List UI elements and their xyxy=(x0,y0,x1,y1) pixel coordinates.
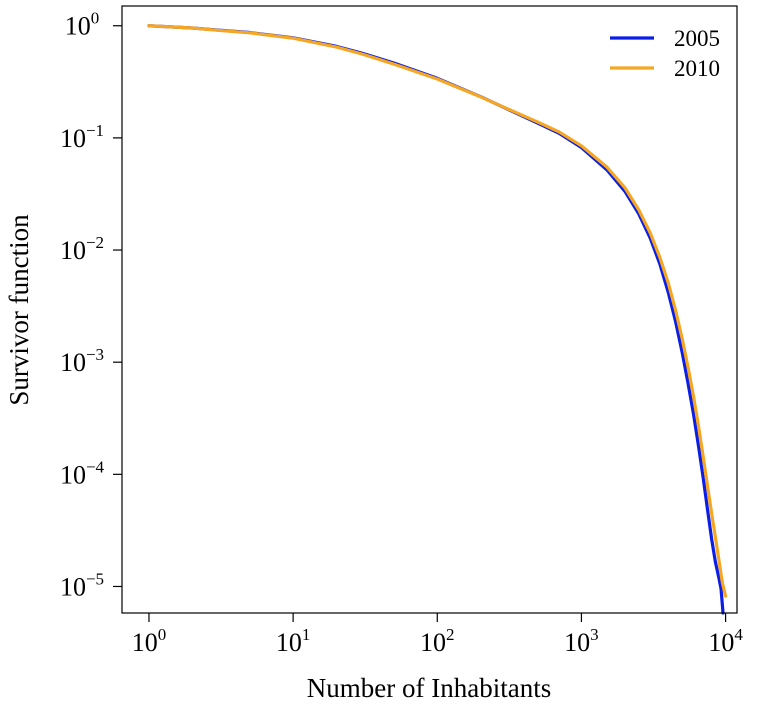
y-axis-label: Survivor function xyxy=(4,214,34,406)
y-tick-label: 100 xyxy=(65,9,100,41)
y-tick-label: 10−3 xyxy=(60,345,104,377)
series-layer xyxy=(147,24,728,615)
y-tick-label: 10−5 xyxy=(60,569,104,601)
y-axis: 100 10−1 10−2 10−3 10−4 10−5 xyxy=(60,9,122,601)
x-tick-label: 101 xyxy=(276,625,311,657)
legend-label-2010: 2010 xyxy=(674,56,720,81)
legend: 2005 2010 xyxy=(610,26,720,81)
x-tick-label: 104 xyxy=(708,625,743,657)
x-tick-label: 102 xyxy=(420,625,455,657)
y-tick-label: 10−2 xyxy=(60,233,104,265)
series-line-2010 xyxy=(147,24,728,598)
y-tick-label: 10−1 xyxy=(60,121,104,153)
legend-label-2005: 2005 xyxy=(674,26,720,51)
x-axis-label: Number of Inhabitants xyxy=(307,673,551,703)
plot-frame xyxy=(121,5,738,614)
y-tick-label: 10−4 xyxy=(60,457,105,489)
x-axis: 100 101 102 103 104 xyxy=(132,613,743,657)
x-tick-label: 100 xyxy=(132,625,167,657)
x-tick-label: 103 xyxy=(564,625,599,657)
series-line-2005 xyxy=(147,24,725,615)
